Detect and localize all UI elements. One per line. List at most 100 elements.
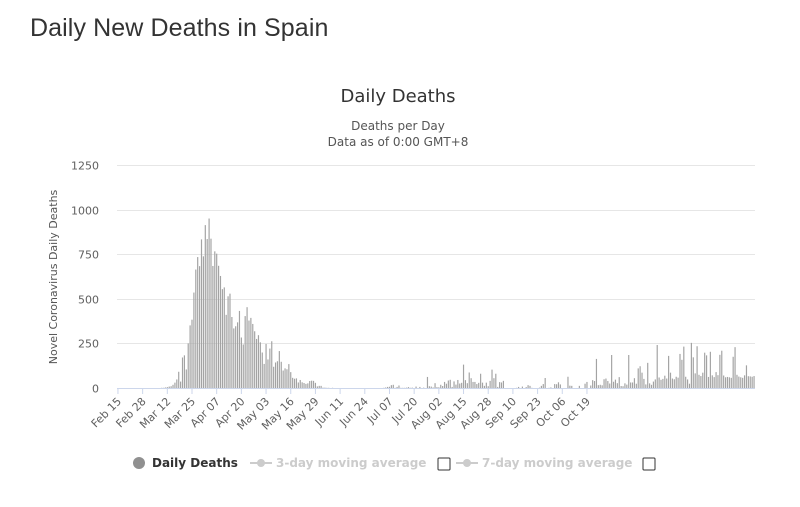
bar[interactable] [717, 375, 719, 388]
bar[interactable] [293, 378, 296, 388]
bar[interactable] [267, 359, 269, 388]
bar[interactable] [255, 338, 258, 388]
bar[interactable] [273, 366, 275, 388]
bar[interactable] [688, 383, 691, 388]
bar[interactable] [683, 346, 685, 388]
bar[interactable] [620, 386, 622, 388]
bar[interactable] [282, 370, 284, 388]
bar[interactable] [569, 385, 571, 388]
bar[interactable] [470, 378, 472, 388]
bar[interactable] [599, 384, 601, 388]
bar[interactable] [288, 364, 290, 388]
bar[interactable] [208, 218, 210, 388]
bar[interactable] [679, 353, 681, 388]
bar[interactable] [301, 382, 303, 388]
bar[interactable] [434, 383, 436, 388]
bar[interactable] [753, 376, 755, 388]
bar[interactable] [499, 382, 501, 388]
bar[interactable] [189, 325, 191, 388]
bar[interactable] [495, 373, 497, 388]
bar[interactable] [193, 292, 195, 388]
bar[interactable] [236, 322, 239, 388]
bar[interactable] [614, 379, 617, 388]
bar[interactable] [654, 379, 656, 388]
bar[interactable] [309, 381, 311, 388]
bar[interactable] [671, 378, 673, 388]
bar[interactable] [274, 362, 277, 388]
bar[interactable] [660, 379, 662, 388]
bar[interactable] [662, 378, 664, 388]
bar[interactable] [261, 352, 263, 389]
bar[interactable] [705, 355, 708, 388]
bar[interactable] [259, 342, 261, 388]
bar[interactable] [481, 382, 484, 388]
bar[interactable] [461, 382, 463, 388]
bar[interactable] [428, 386, 430, 388]
bar[interactable] [187, 343, 189, 388]
bar[interactable] [240, 337, 242, 388]
bar[interactable] [611, 355, 613, 388]
bar[interactable] [666, 378, 668, 388]
bar[interactable] [218, 265, 220, 388]
bar[interactable] [457, 379, 459, 388]
bar[interactable] [719, 354, 721, 388]
bar[interactable] [605, 378, 607, 388]
bar[interactable] [396, 386, 398, 388]
bar[interactable] [388, 386, 391, 388]
bar[interactable] [235, 326, 237, 388]
bar[interactable] [643, 378, 645, 388]
bar[interactable] [694, 373, 696, 388]
bar[interactable] [742, 377, 744, 388]
bar[interactable] [447, 380, 449, 388]
bar[interactable] [445, 383, 448, 388]
bar[interactable] [212, 265, 214, 388]
bar[interactable] [724, 377, 727, 388]
bar[interactable] [590, 385, 592, 389]
bar[interactable] [601, 385, 603, 388]
bar[interactable] [616, 383, 618, 388]
bar[interactable] [248, 320, 250, 388]
bar[interactable] [181, 357, 184, 388]
bar[interactable] [172, 384, 174, 388]
bar[interactable] [231, 317, 233, 388]
bar[interactable] [318, 385, 320, 388]
bar[interactable] [229, 293, 231, 388]
bar[interactable] [440, 384, 442, 388]
checkbox-3-day-average[interactable] [437, 457, 451, 471]
bar[interactable] [609, 383, 611, 388]
bar[interactable] [597, 385, 599, 388]
bar[interactable] [595, 358, 598, 388]
bar[interactable] [730, 377, 732, 388]
bar[interactable] [675, 376, 677, 388]
bar[interactable] [637, 368, 639, 388]
bar[interactable] [618, 377, 620, 388]
bar[interactable] [290, 372, 292, 388]
bar[interactable] [500, 382, 503, 388]
bar[interactable] [592, 380, 594, 388]
bar[interactable] [316, 386, 318, 388]
bar[interactable] [687, 379, 689, 388]
bar[interactable] [649, 383, 651, 388]
bar[interactable] [704, 352, 706, 388]
bar[interactable] [681, 359, 683, 388]
bar[interactable] [415, 386, 417, 388]
bar[interactable] [480, 373, 482, 388]
bar[interactable] [227, 296, 229, 388]
bar[interactable] [168, 386, 170, 388]
bar[interactable] [242, 344, 244, 388]
bar[interactable] [728, 377, 730, 388]
bar[interactable] [554, 384, 556, 388]
bar[interactable] [219, 275, 222, 388]
bar[interactable] [656, 345, 658, 388]
bar[interactable] [652, 381, 655, 388]
bar[interactable] [630, 382, 632, 388]
bar[interactable] [430, 386, 432, 388]
bar[interactable] [195, 269, 197, 388]
bar[interactable] [390, 385, 392, 388]
bar[interactable] [607, 381, 609, 388]
bar[interactable] [455, 384, 457, 388]
bar[interactable] [398, 385, 400, 389]
bar[interactable] [518, 386, 520, 388]
bar[interactable] [170, 386, 172, 388]
bar[interactable] [726, 376, 729, 388]
